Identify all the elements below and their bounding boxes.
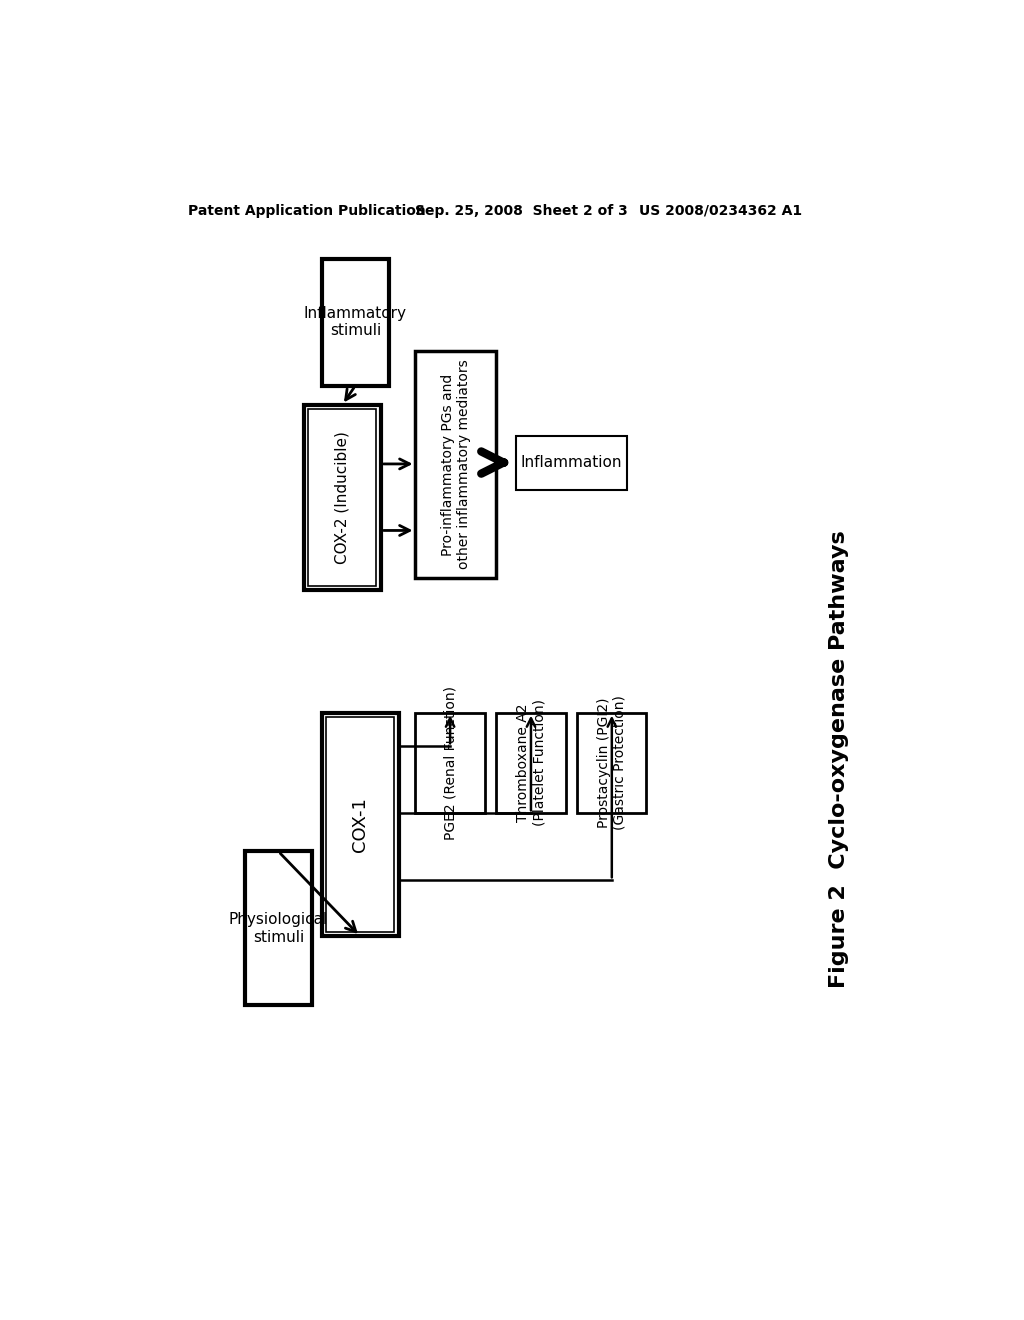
Bar [308, 409, 376, 586]
Text: Pro-inflammatory PGs and
other inflammatory mediators: Pro-inflammatory PGs and other inflammat… [440, 359, 471, 569]
Bar [245, 851, 312, 1006]
Text: Sep. 25, 2008  Sheet 2 of 3: Sep. 25, 2008 Sheet 2 of 3 [416, 203, 628, 218]
Bar [304, 405, 381, 590]
Text: Figure 2  Cyclo-oxygenase Pathways: Figure 2 Cyclo-oxygenase Pathways [829, 531, 849, 987]
Text: PGE2 (Renal Function): PGE2 (Renal Function) [443, 686, 457, 840]
Text: COX-1: COX-1 [351, 797, 369, 851]
Text: US 2008/0234362 A1: US 2008/0234362 A1 [639, 203, 802, 218]
Text: Thromboxane A2
(Platelet Function): Thromboxane A2 (Platelet Function) [516, 700, 546, 826]
Text: COX-2 (Inducible): COX-2 (Inducible) [335, 430, 350, 564]
Text: Inflammation: Inflammation [520, 455, 623, 470]
Bar [322, 713, 398, 936]
Text: Inflammatory
stimuli: Inflammatory stimuli [304, 306, 407, 338]
Bar [322, 259, 389, 385]
Text: Prostacyclin (PGI2)
(Gastric Protection): Prostacyclin (PGI2) (Gastric Protection) [597, 696, 627, 830]
Bar [416, 351, 497, 578]
Bar [326, 717, 394, 932]
Text: Physiological
stimuli: Physiological stimuli [228, 912, 328, 945]
Bar [497, 713, 565, 813]
Bar [578, 713, 646, 813]
Bar [416, 713, 484, 813]
Text: Patent Application Publication: Patent Application Publication [188, 203, 426, 218]
Bar [515, 436, 628, 490]
